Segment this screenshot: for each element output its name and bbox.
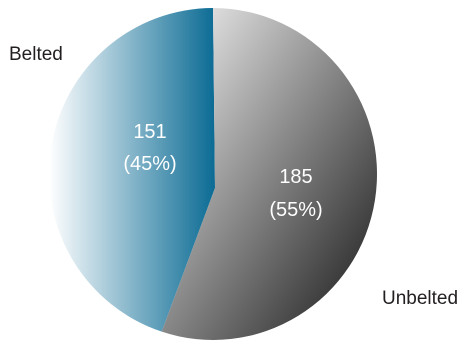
pie-slice-unbelted — [161, 8, 377, 340]
slice-label-belted: Belted — [9, 44, 63, 65]
slice-label-unbelted: Unbelted — [382, 288, 458, 309]
slice-percent-belted: (45%) — [123, 153, 176, 175]
pie-slices — [48, 8, 377, 340]
slice-percent-unbelted: (55%) — [269, 199, 322, 221]
pie-slice-belted — [48, 8, 215, 332]
slice-value-belted: 151 — [133, 121, 166, 143]
slice-value-unbelted: 185 — [279, 166, 312, 188]
